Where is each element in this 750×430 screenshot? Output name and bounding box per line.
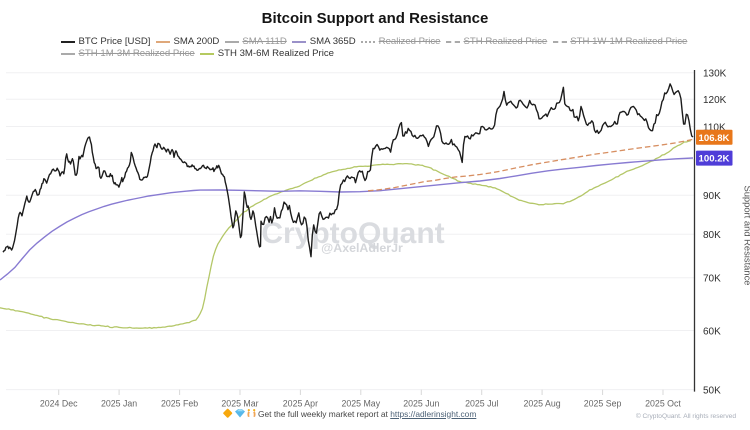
svg-text:100.2K: 100.2K (699, 154, 730, 165)
svg-text:@AxelAdlerJr: @AxelAdlerJr (321, 241, 403, 255)
svg-text:CryptoQuant: CryptoQuant (261, 217, 444, 250)
svg-text:2025 Mar: 2025 Mar (221, 399, 258, 409)
svg-text:130K: 130K (703, 69, 727, 80)
svg-text:2025 Sep: 2025 Sep (584, 399, 622, 409)
svg-text:120K: 120K (703, 95, 727, 106)
svg-text:90K: 90K (703, 191, 721, 202)
svg-text:2025 Apr: 2025 Apr (283, 399, 318, 409)
svg-text:80K: 80K (703, 230, 721, 241)
svg-text:2024 Dec: 2024 Dec (40, 399, 78, 409)
svg-text:Support and Resistance: Support and Resistance (743, 185, 750, 285)
svg-text:106.8K: 106.8K (699, 133, 730, 144)
svg-text:50K: 50K (703, 386, 721, 397)
svg-text:2025 Jan: 2025 Jan (101, 399, 137, 409)
svg-text:70K: 70K (703, 274, 721, 285)
svg-text:2025 May: 2025 May (341, 399, 380, 409)
svg-text:2025 Oct: 2025 Oct (645, 399, 681, 409)
svg-text:2025 Feb: 2025 Feb (161, 399, 198, 409)
svg-text:110K: 110K (703, 122, 726, 133)
svg-text:2025 Aug: 2025 Aug (524, 399, 561, 409)
svg-text:60K: 60K (703, 326, 721, 337)
svg-text:2025 Jun: 2025 Jun (403, 399, 439, 409)
svg-text:2025 Jul: 2025 Jul (465, 399, 498, 409)
